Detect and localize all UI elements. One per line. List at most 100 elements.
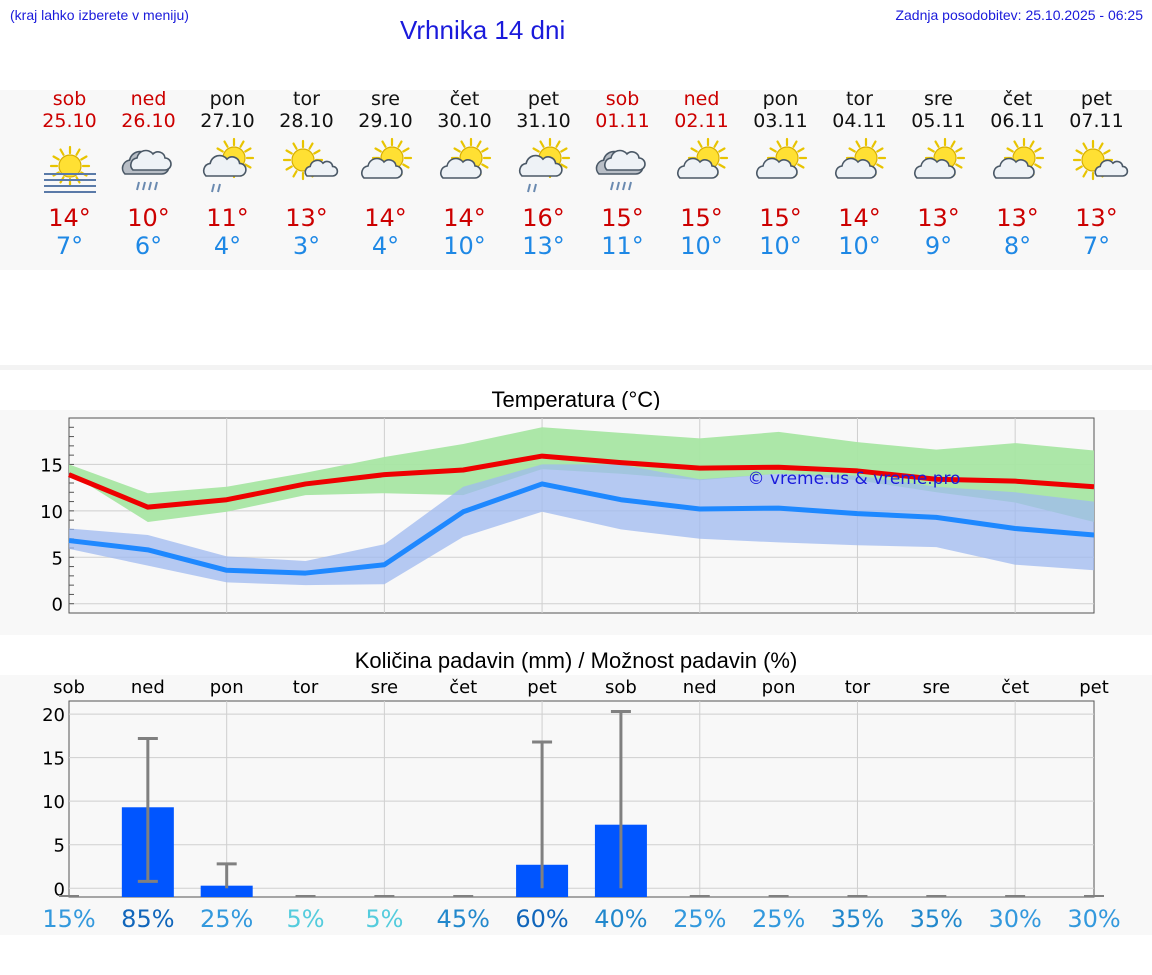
precipitation-chart: sob ned pon tor sre čet pet sob ned pon tor sre čet p…	[42, 677, 1121, 933]
max-temperature: 15°	[601, 204, 644, 232]
sun-cloud-rain-icon	[202, 137, 255, 193]
day-name: pon	[209, 88, 246, 110]
min-temperature-range-band	[69, 464, 1094, 586]
min-temperature: 7°	[55, 232, 84, 260]
day-date: 26.10	[121, 110, 176, 132]
sun-cloud-icon	[440, 137, 492, 179]
precipitation-probability: 30%	[988, 905, 1041, 933]
day-name: tor	[846, 88, 873, 110]
min-temperature: 4°	[213, 232, 242, 260]
day-date: 27.10	[200, 110, 255, 132]
y-tick-label: 20	[42, 705, 65, 726]
min-temperature: 3°	[292, 232, 321, 260]
x-tick-label: pon	[762, 677, 796, 698]
day-name: čet	[1002, 88, 1033, 110]
watermark: © vreme.us & vreme.pro	[747, 469, 960, 489]
precipitation-probability: 35%	[831, 905, 884, 933]
min-temperature: 10°	[759, 232, 802, 260]
max-temperature: 13°	[917, 204, 960, 232]
day-name: čet	[449, 88, 480, 110]
x-tick-label: sre	[371, 677, 398, 698]
x-tick-label: ned	[131, 677, 165, 698]
day-date: 02.11	[674, 110, 729, 132]
page-title: Vrhnika 14 dni	[400, 15, 566, 45]
x-tick-label: čet	[1001, 677, 1029, 698]
y-tick-label: 15	[40, 455, 63, 476]
day-date: 04.11	[832, 110, 887, 132]
sun-small-cloud-icon	[282, 139, 339, 181]
y-tick-label: 0	[52, 595, 63, 616]
x-tick-label: tor	[293, 677, 319, 698]
min-temperature: 10°	[443, 232, 486, 260]
sun-cloud-rain-icon	[518, 137, 571, 193]
min-temperature: 8°	[1003, 232, 1032, 260]
region-hint: (kraj lahko izberete v meniju)	[10, 7, 189, 23]
day-column: sre 05.11 13° 9°	[899, 88, 978, 260]
precipitation-probability: 5%	[365, 905, 403, 933]
day-name: sre	[924, 88, 953, 110]
max-temperature-range-band	[69, 427, 1094, 522]
max-temperature: 15°	[680, 204, 723, 232]
day-column: tor 04.11 14° 10°	[820, 88, 899, 260]
precipitation-probability: 60%	[515, 905, 568, 933]
precipitation-probability: 5%	[286, 905, 324, 933]
max-temperature: 14°	[838, 204, 881, 232]
temperature-chart: 0 5 10 15 © vreme.us & vreme.pro	[40, 417, 1095, 616]
precipitation-probability: 25%	[200, 905, 253, 933]
y-tick-label: 5	[54, 836, 65, 857]
precipitation-bar	[200, 885, 253, 897]
day-column: pet 31.10 16° 13°	[504, 88, 583, 260]
day-date: 28.10	[279, 110, 334, 132]
max-temperature: 13°	[996, 204, 1039, 232]
y-tick-label: 5	[52, 548, 63, 569]
max-temperature: 13°	[285, 204, 328, 232]
precipitation-probability: 25%	[673, 905, 726, 933]
max-temperature: 14°	[443, 204, 486, 232]
x-tick-label: pon	[210, 677, 244, 698]
day-name: ned	[683, 88, 720, 110]
x-tick-label: sob	[53, 677, 85, 698]
y-tick-label: 10	[40, 502, 63, 523]
sun-cloud-icon	[914, 137, 966, 179]
min-temperature: 10°	[838, 232, 881, 260]
x-tick-label: pet	[1079, 677, 1109, 698]
day-date: 25.10	[42, 110, 97, 132]
day-name: sob	[605, 88, 640, 110]
day-column: sob 25.10 14° 7°	[30, 88, 109, 260]
x-tick-label: čet	[449, 677, 477, 698]
day-date: 06.11	[990, 110, 1045, 132]
day-column: čet 06.11 13° 8°	[978, 88, 1057, 260]
precipitation-probability: 40%	[594, 905, 647, 933]
day-date: 07.11	[1069, 110, 1124, 132]
day-date: 01.11	[595, 110, 650, 132]
divider	[0, 365, 1152, 370]
rain-cloud-icon	[121, 149, 172, 191]
precipitation-chart-title: Količina padavin (mm) / Možnost padavin …	[354, 648, 798, 673]
x-tick-label: sre	[923, 677, 950, 698]
max-temperature: 14°	[364, 204, 407, 232]
day-column: pon 03.11 15° 10°	[741, 88, 820, 260]
temperature-chart-title: Temperatura (°C)	[491, 387, 661, 412]
day-name: pet	[1080, 88, 1113, 110]
sun-fog-icon	[44, 145, 96, 193]
sun-small-cloud-icon	[1072, 139, 1129, 181]
day-column: sob 01.11 15° 11°	[583, 88, 662, 260]
max-temperature: 16°	[522, 204, 565, 232]
precipitation-probability: 15%	[42, 905, 95, 933]
x-tick-label: pet	[527, 677, 557, 698]
max-temperature: 14°	[48, 204, 91, 232]
plot-area	[68, 700, 1095, 898]
precipitation-probability: 35%	[910, 905, 963, 933]
max-temperature: 10°	[127, 204, 170, 232]
day-name: sob	[52, 88, 87, 110]
sun-cloud-icon	[835, 137, 887, 179]
max-temperature: 15°	[759, 204, 802, 232]
day-column: čet 30.10 14° 10°	[425, 88, 504, 260]
day-date: 30.10	[437, 110, 492, 132]
min-temperature: 13°	[522, 232, 565, 260]
sun-cloud-icon	[756, 137, 808, 179]
x-tick-label: tor	[845, 677, 871, 698]
y-tick-label: 15	[42, 749, 65, 770]
last-updated: Zadnja posodobitev: 25.10.2025 - 06:25	[895, 7, 1143, 23]
y-tick-label: 10	[42, 792, 65, 813]
